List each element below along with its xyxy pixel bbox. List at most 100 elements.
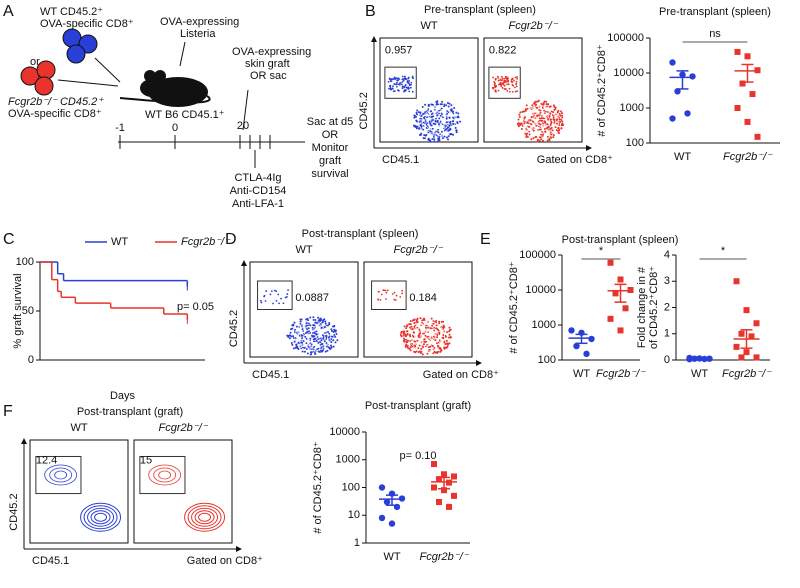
- contour: [300, 326, 325, 347]
- event: [424, 103, 427, 106]
- event: [333, 324, 336, 327]
- event: [314, 319, 317, 322]
- event: [440, 130, 443, 133]
- event: [423, 134, 426, 137]
- data-point: [753, 354, 760, 361]
- event: [435, 324, 438, 327]
- gate: [139, 455, 186, 495]
- gate-frequency: 0.0887: [295, 292, 329, 304]
- event: [333, 329, 336, 332]
- y-tick-label: 0: [28, 354, 34, 366]
- event: [447, 105, 450, 108]
- event: [445, 335, 448, 338]
- event: [409, 326, 412, 329]
- event: [556, 118, 559, 121]
- event: [400, 335, 403, 338]
- event: [263, 294, 266, 297]
- event: [525, 104, 528, 107]
- event: [401, 292, 404, 295]
- event: [415, 111, 418, 114]
- event: [300, 334, 303, 337]
- donor-label: Fcgr2b⁻/⁻ CD45.2⁺: [8, 96, 104, 108]
- event: [321, 334, 324, 337]
- data-point: [622, 305, 629, 312]
- gate: [384, 66, 417, 99]
- event: [441, 122, 444, 125]
- event: [391, 87, 394, 90]
- event: [508, 87, 511, 90]
- contour: [303, 328, 322, 344]
- outcome-label: Sac at d5: [307, 116, 353, 128]
- event: [404, 335, 407, 338]
- event: [301, 337, 304, 340]
- data-point: [383, 498, 391, 506]
- event: [324, 350, 327, 353]
- event: [437, 131, 440, 134]
- event: [437, 350, 440, 353]
- event: [318, 319, 321, 322]
- event: [260, 301, 263, 304]
- event: [404, 90, 406, 92]
- event: [534, 136, 537, 139]
- event: [310, 334, 313, 337]
- event: [436, 334, 439, 337]
- event: [402, 79, 405, 82]
- donor-label: OVA-specific CD8⁺: [8, 108, 102, 120]
- event: [525, 135, 528, 138]
- event: [445, 136, 448, 139]
- panel-letter: C: [3, 231, 15, 248]
- event: [559, 120, 562, 123]
- event: [413, 321, 416, 324]
- event: [532, 102, 535, 105]
- event: [329, 344, 332, 347]
- gate-frequency: 12.4: [36, 455, 57, 467]
- event: [436, 342, 439, 345]
- data-point: [573, 342, 580, 350]
- event: [397, 79, 399, 82]
- contour: [90, 510, 111, 525]
- event: [428, 120, 431, 123]
- timeline-label: -1: [115, 122, 125, 134]
- event: [277, 293, 280, 296]
- y-tick-label: 100000: [519, 249, 556, 261]
- event: [330, 328, 333, 331]
- graft-label: OVA-expressing: [232, 46, 311, 58]
- contour: [198, 512, 212, 522]
- event: [393, 298, 396, 301]
- event: [534, 100, 537, 103]
- event: [561, 120, 564, 123]
- event: [550, 120, 553, 123]
- event: [419, 117, 422, 120]
- event: [286, 296, 288, 298]
- timeline-label: 20: [237, 120, 249, 132]
- x-axis-label: Days: [110, 390, 136, 402]
- event: [511, 81, 513, 84]
- event: [321, 321, 324, 324]
- data-point: [733, 278, 740, 285]
- event: [535, 124, 538, 127]
- event: [385, 298, 387, 300]
- event: [515, 80, 518, 83]
- event: [439, 103, 442, 106]
- gate-frequency: 0.957: [385, 44, 413, 56]
- event: [514, 90, 517, 93]
- contour: [148, 464, 182, 486]
- y-tick-label: 100: [538, 354, 556, 366]
- event: [457, 116, 460, 119]
- event: [323, 340, 326, 343]
- contour: [534, 116, 548, 127]
- contour: [158, 470, 172, 480]
- event: [441, 137, 444, 140]
- event: [391, 293, 394, 295]
- event: [492, 87, 495, 90]
- event: [442, 324, 445, 327]
- contour: [94, 512, 108, 522]
- event: [310, 343, 313, 346]
- event: [330, 330, 333, 333]
- event: [432, 135, 435, 138]
- event: [514, 86, 516, 89]
- event: [447, 135, 450, 138]
- event: [546, 139, 549, 142]
- event: [415, 321, 418, 324]
- contour: [153, 467, 177, 483]
